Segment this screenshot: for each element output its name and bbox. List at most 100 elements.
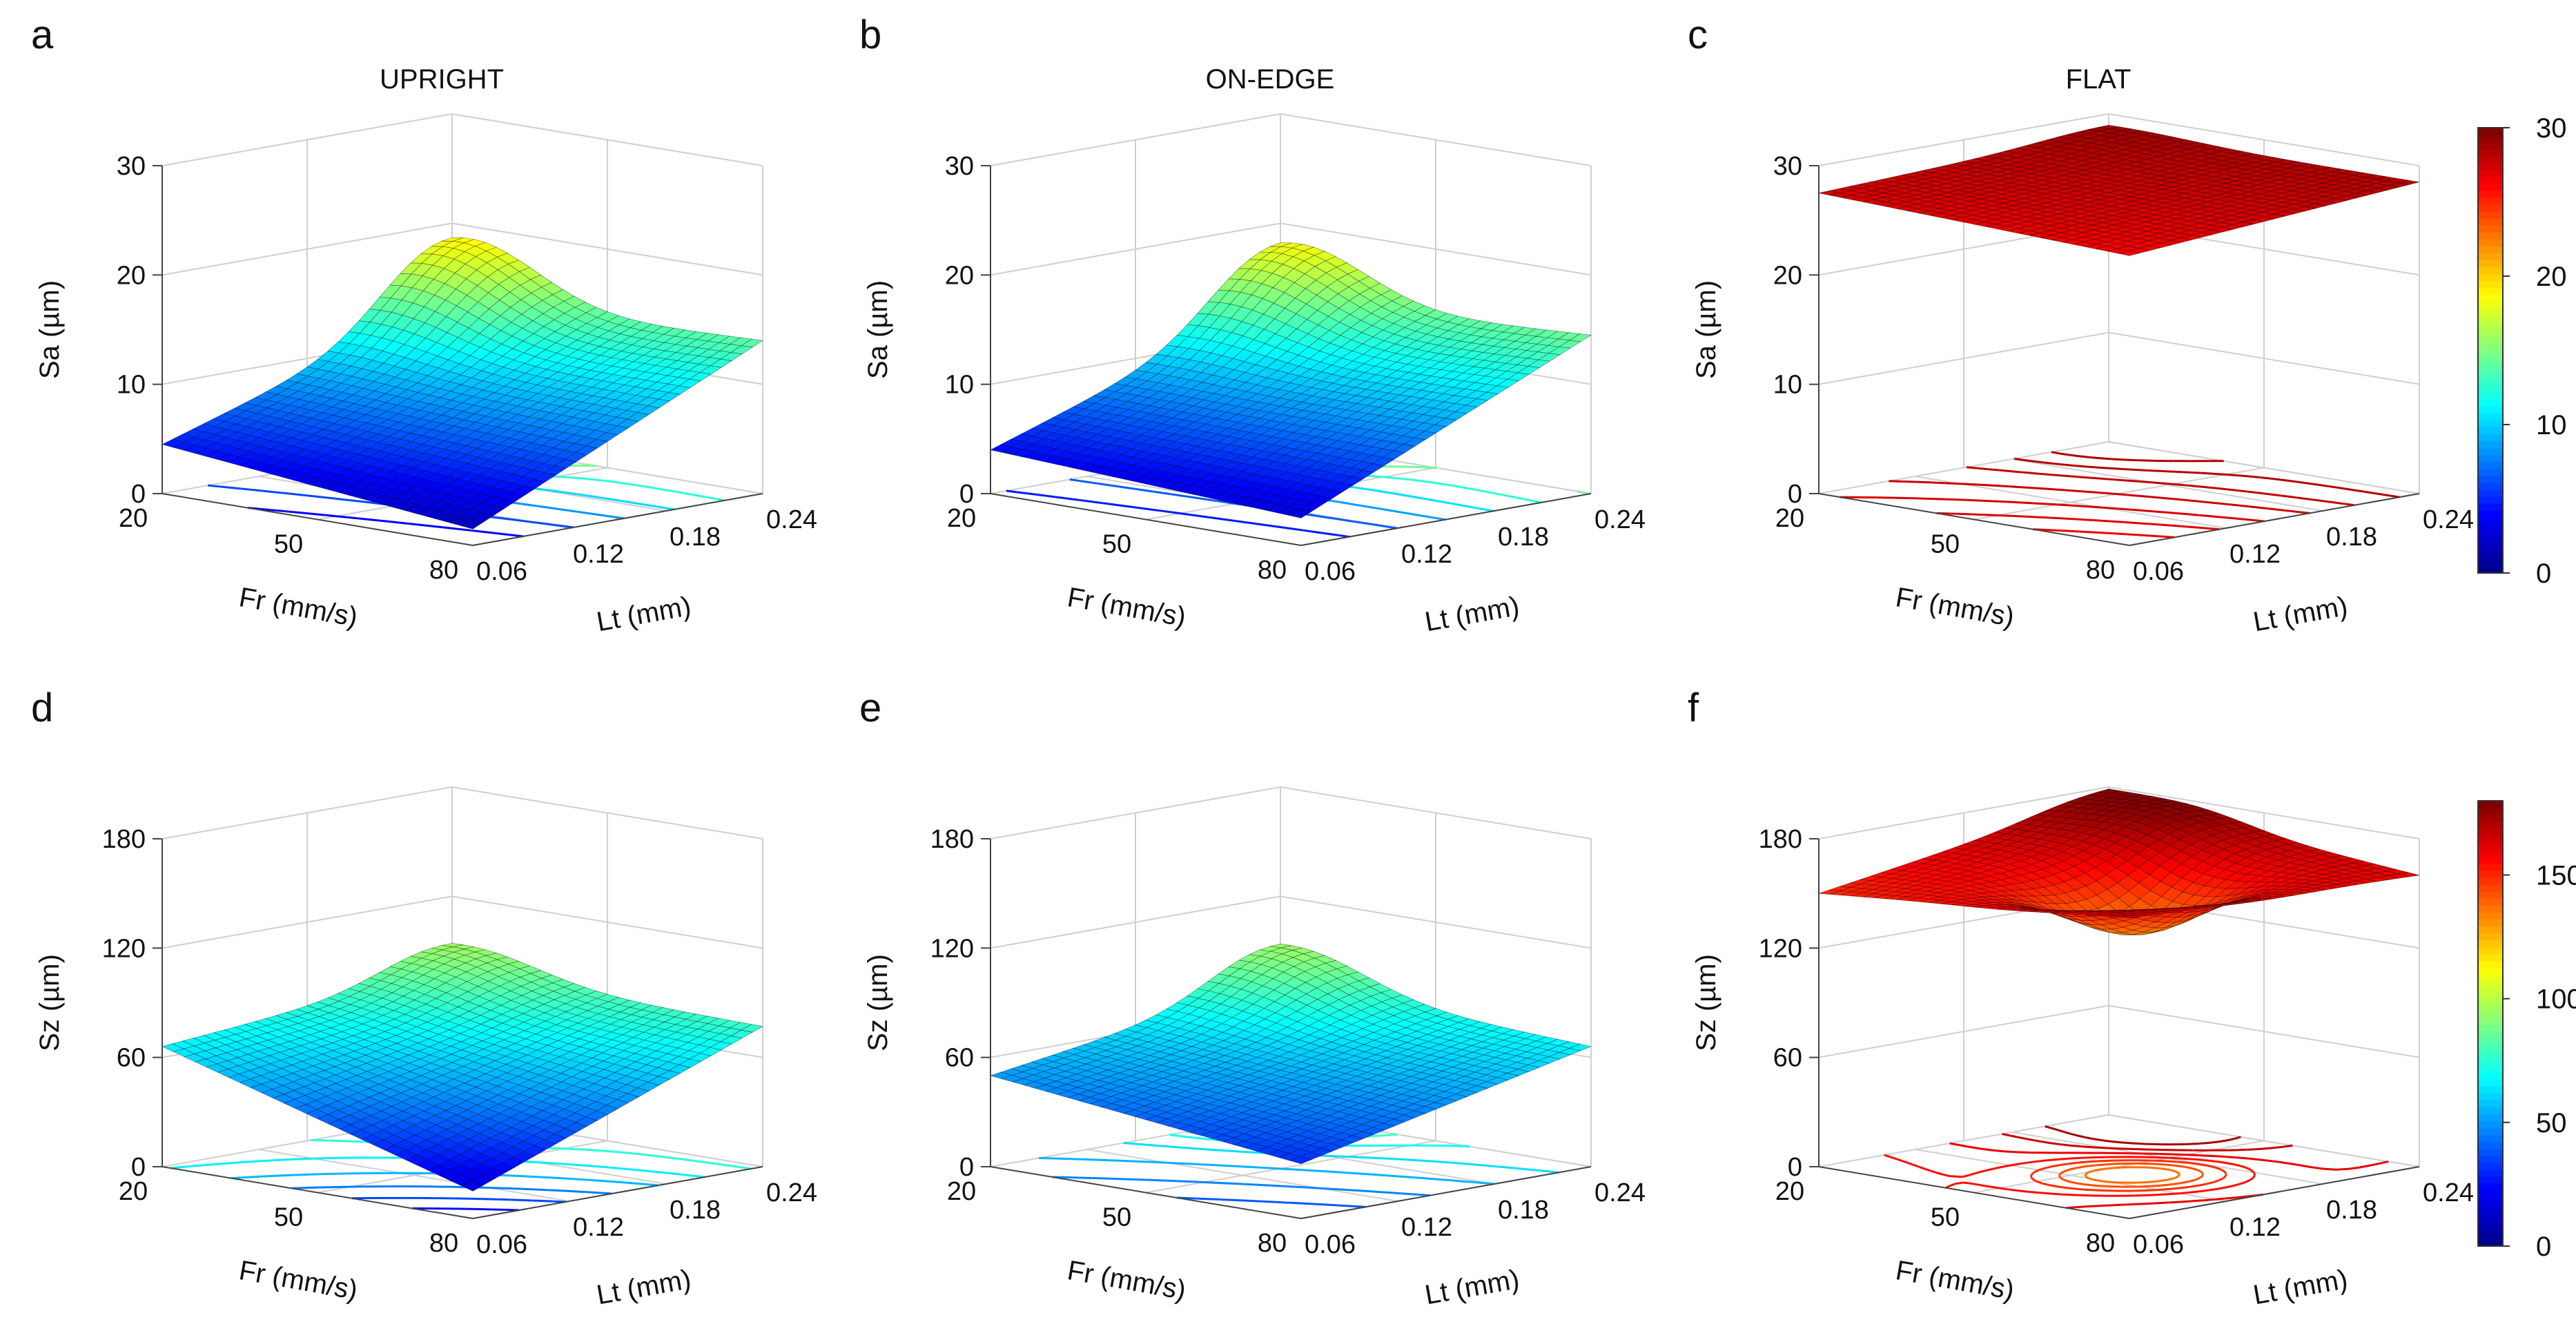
contour-segment <box>2137 480 2150 484</box>
contour-segment <box>1383 490 1394 494</box>
fr-tick-label: 20 <box>1775 504 1804 533</box>
contour-segment <box>2194 485 2206 489</box>
contour-segment <box>665 489 675 493</box>
contour-segment <box>1067 1158 1080 1160</box>
contour-segment <box>1150 1160 1164 1164</box>
contour-segment <box>691 493 700 497</box>
contour-segment <box>2327 485 2337 489</box>
contour-segment <box>1461 486 1470 490</box>
contour-segment <box>1365 487 1376 492</box>
fr-tick-label: 20 <box>119 1177 148 1206</box>
colorbar-segment <box>2478 253 2503 261</box>
contour-segment <box>1218 517 1228 521</box>
contour-segment <box>1292 1168 1305 1172</box>
contour-segment <box>2160 482 2173 485</box>
fr-tick-label: 20 <box>119 504 148 533</box>
contour-segment <box>1074 498 1080 501</box>
contour-segment <box>2075 465 2087 468</box>
contour-segment <box>2150 496 2162 499</box>
floor-contours <box>1840 451 2400 538</box>
contour-segment <box>2061 530 2075 533</box>
contour-segment <box>1026 492 1036 496</box>
contour-segment <box>192 1164 204 1167</box>
contour-segment <box>1358 504 1368 508</box>
contour-segment <box>324 496 335 500</box>
contour-segment <box>1434 499 1444 503</box>
surface <box>162 943 763 1192</box>
fr-axis-label: Fr (mm/s) <box>1893 582 2016 632</box>
contour-segment <box>1332 500 1342 504</box>
contour-segment <box>2123 468 2136 472</box>
contour-segment <box>619 1167 627 1170</box>
contour-segment <box>2074 504 2082 507</box>
z-tick-label: 0 <box>131 480 146 509</box>
contour-segment <box>2078 476 2091 479</box>
contour-segment <box>1008 489 1017 494</box>
contour-segment <box>1369 1173 1378 1176</box>
contour-segment <box>431 525 442 529</box>
z-gridline <box>990 786 1592 839</box>
contour-segment <box>551 1147 564 1150</box>
lt-tick-label: 0.18 <box>670 523 721 552</box>
contour-segment <box>347 516 358 520</box>
contour-segment <box>641 1169 653 1173</box>
contour-segment <box>1151 508 1160 512</box>
contour-segment <box>1501 494 1510 498</box>
contour-segment <box>694 1160 705 1164</box>
contour-segment <box>1456 1145 1470 1148</box>
contour-segment <box>1216 500 1226 503</box>
contour-segment <box>368 518 379 522</box>
contour-segment <box>2335 501 2345 505</box>
contour-segment <box>1093 1177 1108 1180</box>
contour-segment <box>262 489 273 493</box>
contour-segment <box>1357 1189 1370 1193</box>
contour-segment <box>2059 452 2069 456</box>
lt-tick-label: 0.24 <box>766 1178 817 1207</box>
contour-segment <box>624 1152 634 1155</box>
contour-segment <box>2250 475 2260 479</box>
contour-segment <box>2173 524 2182 527</box>
colorbar-segment <box>2478 454 2503 463</box>
contour-segment <box>562 1163 574 1166</box>
z-tick-label: 180 <box>102 825 146 854</box>
contour-segment <box>1517 496 1525 501</box>
colorbar-segment <box>2478 239 2503 246</box>
colorbar-tick-label: 20 <box>2536 262 2567 292</box>
contour-segment <box>665 507 670 510</box>
contour-segment <box>1283 526 1294 530</box>
contour-segment <box>356 500 366 503</box>
panel-letter: d <box>31 686 53 730</box>
contour-segment <box>1198 514 1209 518</box>
contour-segment <box>1216 1164 1229 1167</box>
contour-segment <box>335 515 347 518</box>
contour-segment <box>1977 467 1989 471</box>
contour-segment <box>673 1172 685 1176</box>
contour-segment <box>665 1156 676 1160</box>
contour-segment <box>2138 534 2151 537</box>
contour-segment <box>2279 508 2290 512</box>
contour-segment <box>2257 492 2267 495</box>
contour-segment <box>2183 498 2195 503</box>
contour-segment <box>2089 456 2100 460</box>
contour-segment <box>1227 518 1238 523</box>
contour-segment <box>1307 513 1317 517</box>
contour-segment <box>538 487 549 492</box>
contour-segment <box>601 1149 614 1153</box>
contour-segment <box>2216 502 2227 505</box>
contour-segment <box>441 526 452 530</box>
contour-segment <box>596 513 606 517</box>
lt-axis-label: Lt (mm) <box>2251 591 2350 637</box>
colorbar-segment <box>2478 427 2503 435</box>
contour-segment <box>2270 477 2281 481</box>
z-tick-label: 0 <box>959 480 974 509</box>
colorbar-segment <box>2478 378 2503 386</box>
contour-segment <box>521 503 531 507</box>
contour-segment <box>1222 1182 1231 1185</box>
contour-segment <box>2023 458 2033 463</box>
contour-segment <box>2216 487 2227 491</box>
contour-segment <box>1410 512 1420 516</box>
contour-segment <box>2299 480 2307 485</box>
colorbar-segment <box>2478 496 2503 504</box>
contour-segment <box>608 1166 620 1169</box>
contour-segment <box>1097 482 1107 486</box>
